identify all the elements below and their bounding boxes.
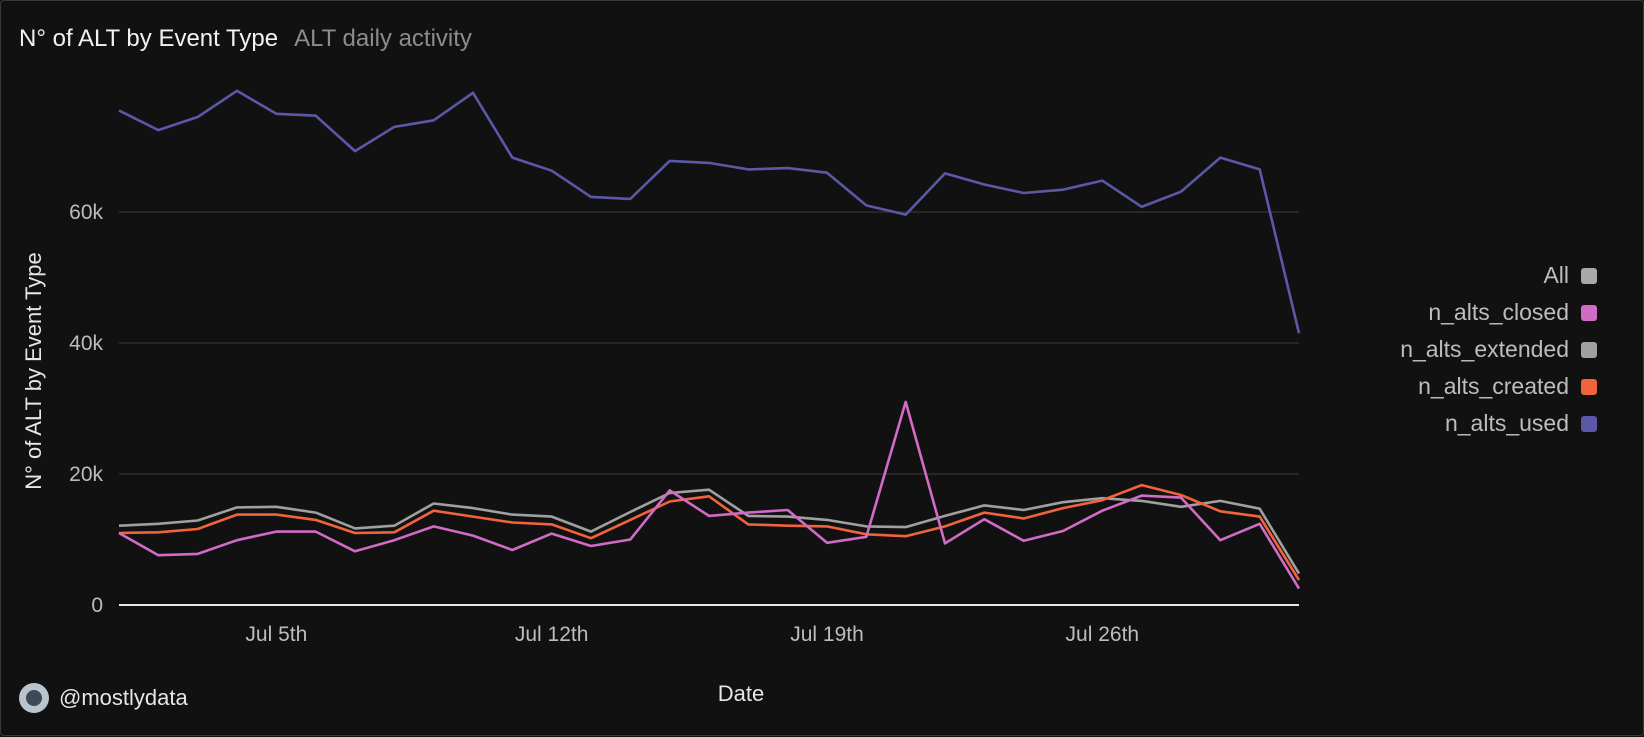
series-line-n-alts-closed[interactable] [118,400,1301,590]
y-axis-label: N° of ALT by Event Type [21,252,46,490]
y-tick-label: 60k [69,201,103,224]
y-tick-label: 0 [91,594,103,617]
legend-label: n_alts_created [1418,373,1569,399]
x-tick-label: Jul 26th [1066,623,1140,646]
chart-subtitle: ALT daily activity [294,25,472,52]
author-handle: @mostlydata [59,685,188,710]
x-axis-label: Date [718,681,764,706]
legend-label: n_alts_extended [1400,336,1569,362]
legend-item-used[interactable]: n_alts_used [1277,405,1597,442]
legend-swatch [1581,267,1597,284]
legend-label: All [1543,262,1569,288]
x-tick-label: Jul 19th [790,623,864,646]
avatar [19,683,49,713]
y-tick-label: 20k [69,463,103,486]
series-line-n-alts-used[interactable] [118,89,1301,334]
legend-swatch [1581,415,1597,432]
legend-item-created[interactable]: n_alts_created [1277,368,1597,405]
series-line-n-alts-extended[interactable] [118,488,1301,575]
legend-swatch [1581,378,1597,395]
grid-lines [119,211,1299,606]
legend-label: n_alts_used [1444,410,1569,436]
legend-swatch [1581,341,1597,358]
legend-swatch [1581,304,1597,321]
y-tick-label: 40k [69,332,103,355]
legend-label: n_alts_closed [1428,299,1569,325]
y-axis-ticks: 0 20k 40k 60k [69,201,103,617]
attribution: @mostlydata [19,683,188,713]
x-tick-label: Jul 12th [515,623,589,646]
series-line-n-alts-created[interactable] [118,483,1301,581]
chart-legend: All n_alts_closed n_alts_extended n_alts… [1277,257,1597,442]
series-lines [118,89,1301,590]
chart-header: N° of ALT by Event Type ALT daily activi… [19,25,472,53]
legend-item-closed[interactable]: n_alts_closed [1277,294,1597,331]
chart-title: N° of ALT by Event Type [19,25,279,52]
legend-item-extended[interactable]: n_alts_extended [1277,331,1597,368]
x-tick-label: Jul 5th [245,623,307,646]
legend-item-all[interactable]: All [1277,257,1597,294]
x-axis-ticks: Jul 5th Jul 12th Jul 19th Jul 26th [245,623,1139,646]
